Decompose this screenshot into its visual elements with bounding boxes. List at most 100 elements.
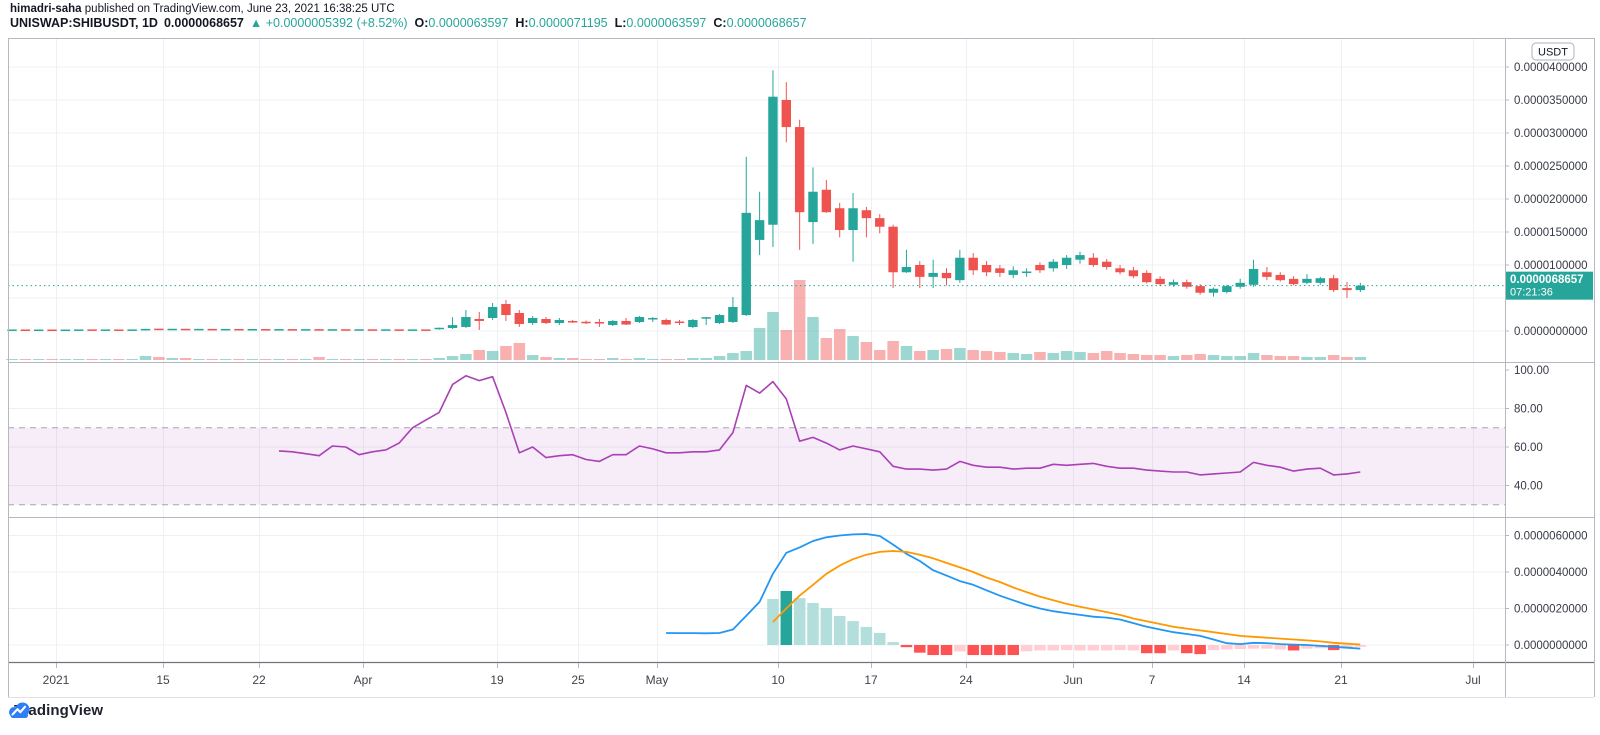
candle-down [594, 322, 605, 324]
time-axis[interactable]: 2021 15 22 Apr 19 25 May 10 17 24 Jun 7 14 21 Jul [43, 663, 1481, 687]
candle-down [821, 189, 832, 213]
candle-down [1262, 272, 1272, 277]
candle-down [1035, 265, 1045, 271]
tradingview-brand-text[interactable]: TradingView [14, 702, 104, 719]
volume-bar [326, 359, 339, 360]
volume-bar [473, 350, 485, 360]
volume-bar [860, 342, 873, 360]
rsi-tick-label: 80.00 [1514, 404, 1543, 416]
volume-bar [153, 357, 165, 360]
volume-bar [1034, 352, 1046, 360]
candle-down [260, 329, 271, 331]
volume-bar [1074, 352, 1086, 360]
main-price-pane[interactable] [6, 70, 1505, 360]
volume-bar [486, 351, 499, 360]
volume-bar [1287, 356, 1300, 360]
candle-down [287, 329, 298, 331]
candle-up [1235, 282, 1245, 287]
macd-histogram-bar [1287, 645, 1300, 651]
time-tick-label: May [646, 673, 669, 687]
price-tick-label: 0.0000000000 [1514, 326, 1588, 338]
tradingview-logo-icon[interactable] [8, 702, 31, 719]
volume-bar [566, 358, 579, 360]
candle-up [434, 327, 444, 330]
volume-bar [1261, 355, 1273, 360]
macd-histogram-bar [1341, 645, 1353, 648]
currency-badge-box [1531, 42, 1575, 61]
volume-bar [1234, 356, 1246, 360]
volume-bar [1100, 351, 1113, 360]
time-tick-label: Jul [1465, 673, 1480, 687]
volume-bar [767, 312, 779, 360]
rsi-pane[interactable] [8, 374, 1505, 506]
candle-up [194, 328, 204, 331]
price-tick-label: 0.0000150000 [1514, 227, 1588, 239]
macd-histogram-bar [967, 645, 979, 656]
author-name: himadri-saha [10, 3, 82, 15]
currency-badge: USDT [1531, 42, 1575, 61]
macd-histogram-bar [1127, 645, 1140, 651]
close-value: 0.0000068657 [726, 16, 807, 30]
candle-up [34, 329, 44, 332]
price-tick-label: 0.0000200000 [1514, 194, 1588, 206]
macd-histogram-bar [1100, 645, 1113, 651]
macd-histogram-bar [874, 632, 886, 645]
rsi-band [8, 427, 1505, 505]
candle-down [154, 328, 164, 331]
candle-down [501, 304, 511, 316]
candle-down [781, 100, 791, 128]
volume-bar [313, 357, 325, 360]
candle-up [714, 315, 725, 324]
candle-down [207, 328, 217, 331]
macd-histogram-bar [1247, 645, 1260, 649]
macd-histogram-bar [820, 607, 833, 645]
candle-series [7, 70, 1366, 332]
volume-bar [1154, 355, 1166, 360]
candle-up [1222, 286, 1232, 293]
macd-histogram-bar [1141, 645, 1153, 654]
candle-down [47, 329, 57, 332]
volume-bar [1127, 354, 1140, 360]
volume-bar [673, 359, 686, 360]
candle-up [74, 329, 84, 331]
candle-down [835, 208, 845, 231]
volume-bar [500, 346, 512, 360]
candle-down [114, 329, 124, 331]
macd-pane[interactable] [666, 533, 1367, 656]
price-axis[interactable]: 0.0000400000 0.0000350000 0.0000300000 0.00… [1505, 42, 1593, 338]
candle-up [1302, 278, 1312, 283]
volume-bar [820, 338, 833, 360]
volume-bar [620, 359, 632, 360]
time-tick-label: 22 [252, 673, 266, 687]
open-label: O: [414, 16, 429, 30]
price-tick-label: 0.0000300000 [1514, 128, 1588, 140]
volume-bar [593, 359, 606, 360]
bar-countdown: 07:21:36 [1510, 287, 1553, 299]
volume-bar [1354, 357, 1367, 360]
candle-down [674, 321, 685, 324]
volume-bar [206, 359, 218, 360]
volume-bar [874, 350, 886, 360]
macd-histogram-bar [1154, 645, 1166, 654]
last-price-badge-box [1506, 271, 1593, 300]
macd-tick-label: 0.0000000000 [1514, 640, 1588, 652]
volume-bar [927, 350, 939, 360]
macd-histogram-bar [1087, 645, 1100, 651]
macd-axis[interactable]: 0.0000060000 0.0000040000 0.0000020000 0.00… [1505, 531, 1588, 653]
candle-down [314, 329, 324, 331]
publish-text: published on TradingView.com, June 23, 2… [81, 3, 395, 15]
symbol-title[interactable]: UNISWAP:SHIBUSDT, 1D [10, 16, 158, 30]
candle-down [234, 328, 244, 331]
rsi-axis[interactable]: 100.00 80.00 60.00 40.00 [1505, 365, 1549, 493]
time-tick-label: 17 [864, 673, 878, 687]
currency-badge-label: USDT [1538, 47, 1568, 59]
volume-bar [1167, 356, 1180, 360]
time-tick-label: Apr [354, 673, 373, 687]
macd-histogram-bar [1194, 645, 1206, 655]
price-tick-label: 0.0000100000 [1514, 260, 1588, 272]
candle-up [955, 257, 965, 281]
volume-bar [1020, 354, 1033, 360]
volume-bar [1194, 354, 1206, 360]
